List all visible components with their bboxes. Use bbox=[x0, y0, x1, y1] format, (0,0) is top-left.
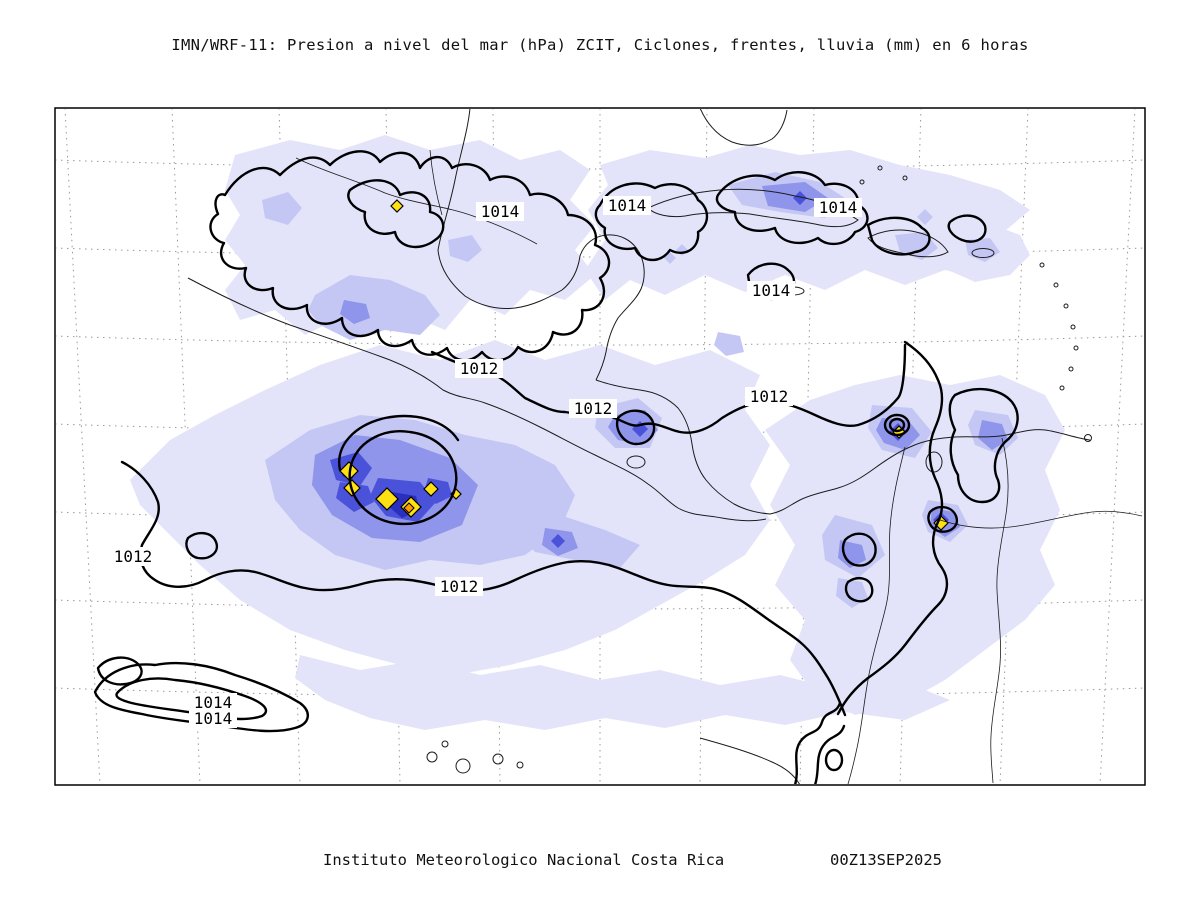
isobar-label: 1012 bbox=[435, 577, 483, 596]
isobar-label-bg bbox=[476, 202, 524, 221]
isobar-label-text: 1012 bbox=[440, 577, 479, 596]
isobar-label: 1012 bbox=[569, 399, 617, 418]
chart-title: IMN/WRF-11: Presion a nivel del mar (hPa… bbox=[171, 36, 1029, 54]
rain-cell-max bbox=[403, 502, 415, 514]
isobar-label: 1014 bbox=[189, 693, 237, 712]
isobar-contours bbox=[93, 150, 1019, 784]
isobar-label-text: 1014 bbox=[194, 693, 233, 712]
isobar-label-bg bbox=[569, 399, 617, 418]
isobar-label-text: 1014 bbox=[752, 281, 791, 300]
isobar-label-bg bbox=[747, 281, 795, 300]
run-timestamp: 00Z13SEP2025 bbox=[830, 851, 942, 869]
isobar-label-bg bbox=[189, 693, 237, 712]
isobar-label-bg bbox=[189, 709, 237, 728]
coastlines-central-america-caribbean bbox=[187, 109, 1143, 784]
rain-field-light bbox=[130, 135, 1065, 730]
isobar-label-bg bbox=[435, 577, 483, 596]
isobar-label-text: 1014 bbox=[194, 709, 233, 728]
isobar-label: 1014 bbox=[603, 196, 651, 215]
isobar-label: 1014 bbox=[814, 198, 862, 217]
isobar-label-text: 1012 bbox=[574, 399, 613, 418]
isobar-label-text: 1014 bbox=[481, 202, 520, 221]
isobar-label: 1012 bbox=[109, 547, 157, 566]
isobar-label: 1012 bbox=[455, 359, 503, 378]
isobar-label-text: 1014 bbox=[608, 196, 647, 215]
isobar-label: 1014 bbox=[189, 709, 237, 728]
isobar-label: 1014 bbox=[476, 202, 524, 221]
isobar-label-text: 1012 bbox=[750, 387, 789, 406]
institute-name: Instituto Meteorologico Nacional Costa R… bbox=[323, 851, 725, 869]
isobar-label: 1014 bbox=[747, 281, 795, 300]
isobar-label-bg bbox=[603, 196, 651, 215]
isobar-labels: 1014 1014 1014 1014 1012 bbox=[109, 196, 862, 728]
isobar-label: 1012 bbox=[745, 387, 793, 406]
isobar-label-bg bbox=[814, 198, 862, 217]
isobar-label-bg bbox=[109, 547, 157, 566]
isobar-label-text: 1012 bbox=[114, 547, 153, 566]
isobar-label-text: 1012 bbox=[460, 359, 499, 378]
isobar-label-bg bbox=[455, 359, 503, 378]
isobar-label-text: 1014 bbox=[819, 198, 858, 217]
isobar-label-bg bbox=[745, 387, 793, 406]
